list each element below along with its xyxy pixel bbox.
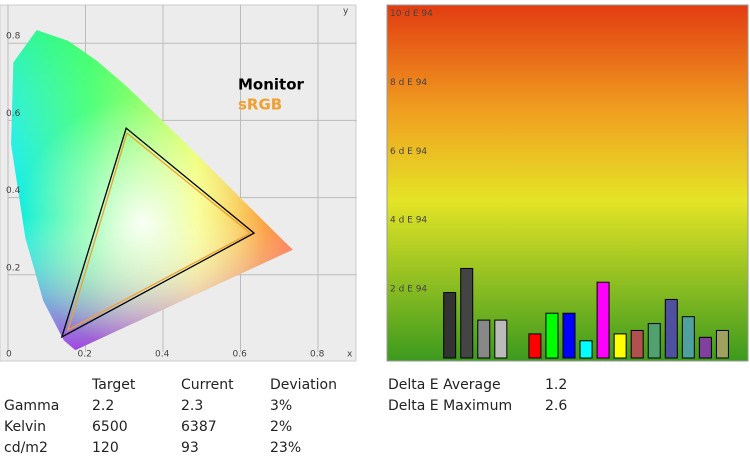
table-header: Deviation: [270, 377, 337, 393]
bar: [562, 312, 576, 359]
x-tick-label: 0.6: [233, 350, 248, 360]
y-tick-label: 2 d E 94: [390, 285, 427, 295]
bar: [647, 323, 661, 359]
y-tick-label: 0.2: [6, 263, 20, 273]
bar: [698, 336, 712, 359]
table-cell: Gamma: [4, 398, 59, 414]
legend-entry: sRGB: [238, 96, 282, 114]
y-axis-label: y: [343, 7, 349, 17]
x-tick-label: 0: [6, 350, 12, 360]
bar: [477, 319, 491, 359]
table-cell: 93: [181, 440, 199, 456]
table-header: Target: [91, 377, 136, 393]
delta-label: Delta E Maximum: [388, 398, 512, 414]
y-tick-label: 0.6: [6, 109, 21, 119]
bar: [715, 329, 729, 359]
bar: [443, 292, 457, 359]
table-cell: 2%: [270, 419, 292, 435]
table-cell: 6500: [92, 419, 128, 435]
bar: [630, 329, 644, 359]
delta-value: 1.2: [545, 377, 567, 393]
x-tick-label: 0.8: [310, 350, 325, 360]
x-tick-label: 0.4: [155, 350, 170, 360]
table-cell: 23%: [270, 440, 301, 456]
bar: [596, 281, 610, 359]
y-tick-label: 0.4: [6, 186, 21, 196]
delta-value: 2.6: [545, 398, 567, 414]
x-tick-label: 0.2: [78, 350, 92, 360]
y-tick-label: 0.8: [6, 32, 21, 42]
y-tick-label: 4 d E 94: [390, 216, 427, 226]
table-cell: 2.3: [181, 398, 203, 414]
bar: [528, 333, 542, 359]
x-axis-label: x: [347, 350, 353, 360]
bar: [545, 312, 559, 359]
bar: [460, 267, 474, 359]
table-cell: 6387: [181, 419, 217, 435]
bar: [613, 333, 627, 359]
gamut-triangle: [60, 127, 256, 339]
table-cell: Kelvin: [4, 419, 46, 435]
bar: [681, 316, 695, 359]
delta-panel: [386, 4, 749, 362]
bar: [664, 298, 678, 359]
table-cell: 3%: [270, 398, 292, 414]
bar: [579, 340, 593, 359]
bar: [494, 319, 508, 359]
table-header: Current: [181, 377, 234, 393]
legend-entry: Monitor: [238, 76, 305, 94]
gamut-triangle: [66, 132, 252, 332]
y-tick-label: 6 d E 94: [390, 147, 427, 157]
table-cell: cd/m2: [4, 440, 48, 456]
delta-label: Delta E Average: [388, 377, 501, 393]
table-cell: 120: [92, 440, 119, 456]
table-cell: 2.2: [92, 398, 114, 414]
y-tick-label: 8 d E 94: [390, 78, 427, 88]
y-tick-label: 10 d E 94: [390, 9, 433, 19]
